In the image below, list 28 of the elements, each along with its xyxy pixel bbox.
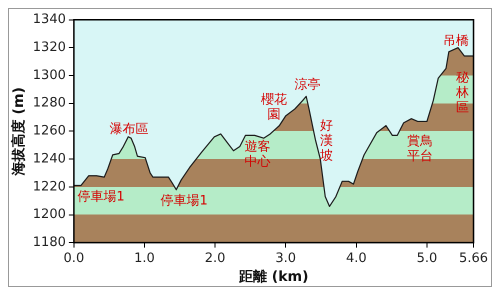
annotation: 停車場1 [77, 190, 125, 205]
y-tick-label: 1240 [32, 151, 66, 166]
annotation: 好漢坡 [318, 118, 333, 164]
annotation: 遊客中心 [244, 138, 270, 170]
x-axis-title: 距離 (km) [238, 269, 308, 286]
x-tick-label: 5.66 [459, 250, 488, 266]
annotation: 櫻花園 [261, 92, 288, 122]
annotation: 賞鳥平台 [406, 134, 433, 164]
x-tick-label: 5.0 [416, 250, 438, 266]
x-tick-label: 4.0 [346, 250, 367, 266]
y-tick-label: 1260 [32, 124, 66, 139]
y-tick-label: 1200 [32, 207, 66, 222]
y-tick-label: 1300 [32, 68, 66, 83]
annotation: 秘林區 [454, 70, 469, 116]
y-axis-title: 海拔高度 (m) [10, 87, 28, 176]
x-tick-label: 1.0 [134, 250, 155, 266]
x-tick-label: 0.0 [64, 250, 84, 266]
y-tick-label: 1180 [32, 234, 66, 250]
annotation: 涼亭 [294, 76, 321, 93]
y-tick-label: 1340 [32, 12, 66, 28]
annotation: 吊橋 [442, 33, 469, 48]
x-tick-label: 3.0 [275, 250, 296, 266]
y-tick-label: 1280 [32, 96, 66, 111]
y-tick-label: 1320 [32, 40, 66, 56]
y-tick-label: 1220 [32, 179, 66, 194]
x-tick-label: 2.0 [204, 250, 226, 266]
annotation: 停車場1 [160, 194, 208, 209]
annotation: 瀑布區 [110, 122, 149, 138]
